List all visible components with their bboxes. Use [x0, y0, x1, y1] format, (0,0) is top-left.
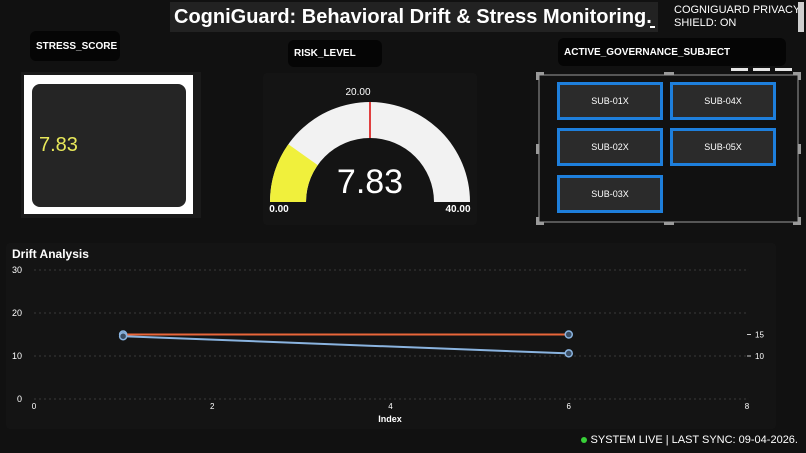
subject-button-sub-01x[interactable]: SUB-01X: [557, 82, 663, 120]
gauge-value: 7.83: [337, 163, 403, 201]
stress-score-panel: 7.83: [32, 84, 186, 207]
y-tick-label: 0: [17, 394, 22, 404]
privacy-shield-status: COGNIGUARD PRIVACY SHIELD: ON: [662, 0, 802, 32]
gauge-target-label: 20.00: [345, 87, 370, 98]
more-options-icon[interactable]: [775, 68, 792, 71]
text-cursor: [650, 26, 655, 28]
risk-gauge: 7.83 0.00 40.00 20.00: [269, 87, 471, 215]
y2-tick-label: 15: [755, 331, 764, 340]
live-status-icon: [580, 437, 587, 443]
series-line-1: [123, 335, 569, 355]
gauge-fill: [270, 144, 318, 202]
x-axis-label: Index: [378, 414, 402, 424]
drift-analysis-chart: Drift Analysis Index 0 10 20 30 0 2 4 6 8 10 15: [12, 247, 764, 424]
x-tick-label: 6: [567, 402, 572, 411]
governance-label-card: ACTIVE_GOVERNANCE_SUBJECT: [558, 38, 786, 66]
data-point: [564, 349, 573, 358]
focus-mode-icon[interactable]: [731, 68, 748, 71]
x-tick-label: 2: [210, 402, 215, 411]
chart-ticks: 0 10 20 30 0 2 4 6 8 10 15: [12, 265, 764, 411]
gauge-track: [270, 102, 470, 202]
app-title-bar: CogniGuard: Behavioral Drift & Stress Mo…: [170, 2, 658, 32]
y2-tick-label: 10: [755, 352, 764, 361]
y-tick-label: 30: [12, 265, 22, 275]
page-title: CogniGuard: Behavioral Drift & Stress Mo…: [174, 5, 652, 28]
risk-level-label: RISK_LEVEL: [294, 48, 356, 59]
x-tick-label: 8: [745, 402, 750, 411]
gauge-min-label: 0.00: [269, 204, 289, 215]
data-point: [118, 331, 128, 341]
chart-grid: [34, 269, 747, 400]
filter-icon[interactable]: [753, 68, 770, 71]
governance-subject-slicer: SUB-01X SUB-04X SUB-02X SUB-05X SUB-03X: [536, 72, 802, 226]
chart-series: [118, 330, 573, 358]
chart-title: Drift Analysis: [12, 247, 89, 261]
gauge-max-label: 40.00: [445, 204, 470, 215]
drift-analysis-card: Drift Analysis Index 0 10 20 30 0 2 4 6 8 10 15: [6, 243, 776, 429]
privacy-line-2: SHIELD: ON: [674, 17, 737, 29]
governance-label: ACTIVE_GOVERNANCE_SUBJECT: [564, 46, 731, 58]
stress-score-value: 7.83: [39, 134, 78, 156]
system-status: SYSTEM LIVE | LAST SYNC: 09-04-2026.: [580, 434, 798, 446]
data-point: [564, 330, 573, 339]
visual-header-icons[interactable]: [731, 64, 801, 72]
risk-gauge-card: 7.83 0.00 40.00 20.00: [263, 73, 477, 225]
y-tick-label: 20: [12, 308, 22, 318]
subject-button-sub-02x[interactable]: SUB-02X: [557, 128, 663, 166]
stress-score-label-card: STRESS_SCORE: [30, 31, 120, 61]
subject-button-sub-05x[interactable]: SUB-05X: [670, 128, 776, 166]
system-status-text: SYSTEM LIVE | LAST SYNC: 09-04-2026.: [590, 434, 798, 446]
risk-level-label-card: RISK_LEVEL: [288, 40, 382, 67]
scrollbar[interactable]: [798, 2, 804, 32]
subject-button-sub-03x[interactable]: SUB-03X: [557, 175, 663, 213]
x-tick-label: 0: [32, 402, 37, 411]
x-tick-label: 4: [388, 402, 393, 411]
y-tick-label: 10: [12, 351, 22, 361]
subject-button-sub-04x[interactable]: SUB-04X: [670, 82, 776, 120]
privacy-line-1: COGNIGUARD PRIVACY: [674, 4, 801, 16]
stress-score-label: STRESS_SCORE: [36, 40, 118, 52]
